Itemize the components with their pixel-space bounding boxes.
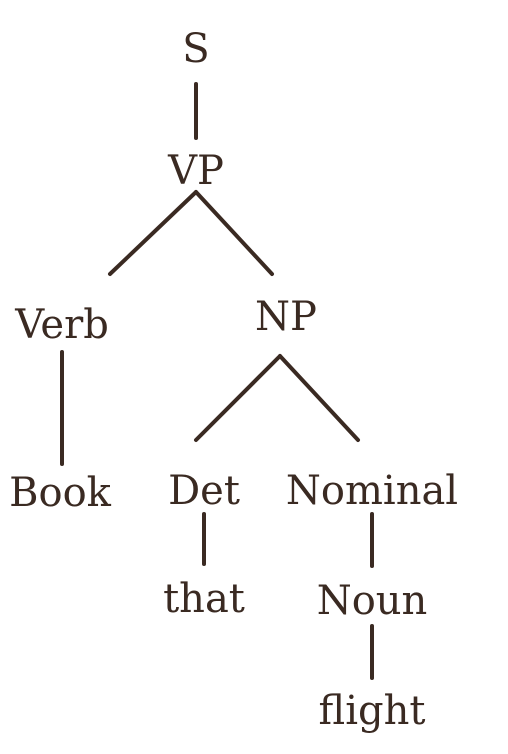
node-noun: Noun <box>317 578 428 624</box>
node-nominal: Nominal <box>286 468 458 514</box>
edge-np-det <box>194 354 282 442</box>
node-verb: Verb <box>14 302 109 348</box>
edge-vp-np <box>194 190 274 276</box>
node-book: Book <box>9 470 112 516</box>
node-s: S <box>182 26 209 72</box>
node-np: NP <box>255 294 317 340</box>
node-vp: VP <box>167 148 224 194</box>
edge-np-nominal <box>278 354 360 442</box>
edge-vp-verb <box>108 190 198 276</box>
node-det: Det <box>168 468 240 514</box>
node-flight: flight <box>319 688 426 734</box>
node-that: that <box>163 576 245 622</box>
